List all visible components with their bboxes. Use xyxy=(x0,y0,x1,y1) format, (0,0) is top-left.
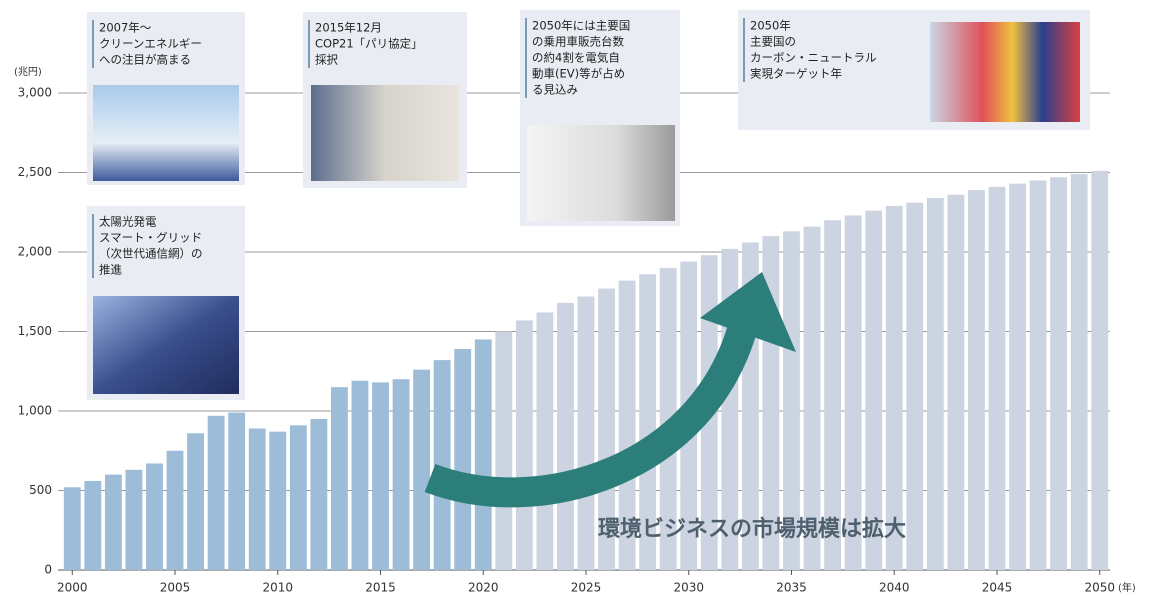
y-tick-label: 500 xyxy=(29,483,52,497)
bar xyxy=(146,463,163,570)
x-tick-label: 2005 xyxy=(160,581,191,595)
bar xyxy=(352,381,369,570)
bar xyxy=(208,416,225,570)
photo xyxy=(527,125,675,221)
bar xyxy=(947,195,964,570)
bar xyxy=(372,382,389,570)
bar xyxy=(269,432,286,570)
y-tick-label: 1,000 xyxy=(18,404,52,418)
x-tick-label: 2030 xyxy=(673,581,704,595)
x-tick-label: 2015 xyxy=(365,581,396,595)
bar xyxy=(84,481,101,570)
annotation-text: 実現ターゲット年 xyxy=(750,67,842,81)
bar xyxy=(310,419,327,570)
x-tick-label: 2045 xyxy=(982,581,1013,595)
annotation-text: スマート・グリッド xyxy=(99,231,202,245)
x-tick-label: 2035 xyxy=(776,581,807,595)
annotation-text: の乗用車販売台数 xyxy=(532,35,624,49)
x-tick-label: 2050 xyxy=(1084,581,1115,595)
chart: 0 500 1,000 1,500 2,000 2,500 3,000 2000 2005 201… xyxy=(0,0,1150,597)
annotation-text: 動車(EV)等が占め xyxy=(532,67,625,81)
bar xyxy=(1030,180,1047,570)
bar xyxy=(906,203,923,570)
annotation-text: クリーンエネルギー xyxy=(99,37,202,51)
bar xyxy=(167,451,184,570)
y-unit: (兆円) xyxy=(14,66,42,78)
bar xyxy=(413,370,430,570)
photo xyxy=(93,85,239,181)
x-tick-label: 2000 xyxy=(57,581,88,595)
bar xyxy=(290,425,307,570)
annotation-text: 2015年12月 xyxy=(315,21,382,35)
annotation-text: カーボン・ニュートラル xyxy=(750,51,877,65)
bar xyxy=(578,297,595,570)
bar xyxy=(105,475,122,570)
page: 0 500 1,000 1,500 2,000 2,500 3,000 2000 2005 201… xyxy=(0,0,1150,597)
bar xyxy=(228,413,245,570)
annotation-text: 太陽光発電 xyxy=(99,215,157,229)
annotation-text: る見込み xyxy=(532,83,578,97)
x-tick-label: 2010 xyxy=(262,581,293,595)
annotation-text: （次世代通信網）の xyxy=(99,247,203,261)
bar xyxy=(125,470,142,570)
annotation-text: 主要国の xyxy=(750,35,796,49)
y-tick-label: 3,000 xyxy=(18,86,52,100)
bar xyxy=(968,190,985,570)
bar xyxy=(989,187,1006,570)
bar xyxy=(475,339,492,570)
bar xyxy=(249,428,266,570)
annotation-text: 2050年 xyxy=(750,19,791,33)
bar xyxy=(64,487,81,570)
bar xyxy=(1050,177,1067,570)
bar xyxy=(536,312,553,570)
annotation-text: の約4割を電気自 xyxy=(532,51,620,65)
bar xyxy=(331,387,348,570)
bar xyxy=(1091,171,1108,570)
y-tick-label: 0 xyxy=(44,563,52,577)
annotation-text: 2007年～ xyxy=(99,21,152,35)
annotation-text: 推進 xyxy=(99,263,122,277)
x-unit: (年) xyxy=(1118,581,1136,594)
x-tick-label: 2040 xyxy=(879,581,910,595)
bar xyxy=(187,433,204,570)
y-tick-label: 2,000 xyxy=(18,245,52,259)
y-tick-label: 1,500 xyxy=(18,324,52,338)
bar xyxy=(557,303,574,570)
bar xyxy=(393,379,410,570)
x-tick-label: 2020 xyxy=(468,581,499,595)
bar xyxy=(1071,174,1088,570)
x-tick-label: 2025 xyxy=(571,581,602,595)
bar xyxy=(516,320,533,570)
photo xyxy=(930,22,1080,122)
annotation-text: COP21「パリ協定」 xyxy=(315,37,423,51)
annotation-text: 採択 xyxy=(315,53,338,67)
annotation-text: への注目が高まる xyxy=(99,53,191,67)
bar xyxy=(454,349,471,570)
bar xyxy=(927,198,944,570)
photo xyxy=(93,296,239,394)
bar xyxy=(886,206,903,570)
y-tick-label: 2,500 xyxy=(18,165,52,179)
annotation-text: 2050年には主要国 xyxy=(532,19,630,33)
photo xyxy=(311,85,459,181)
bar xyxy=(495,332,512,571)
bar xyxy=(1009,184,1026,570)
arrow-label: 環境ビジネスの市場規模は拡大 xyxy=(598,516,906,542)
